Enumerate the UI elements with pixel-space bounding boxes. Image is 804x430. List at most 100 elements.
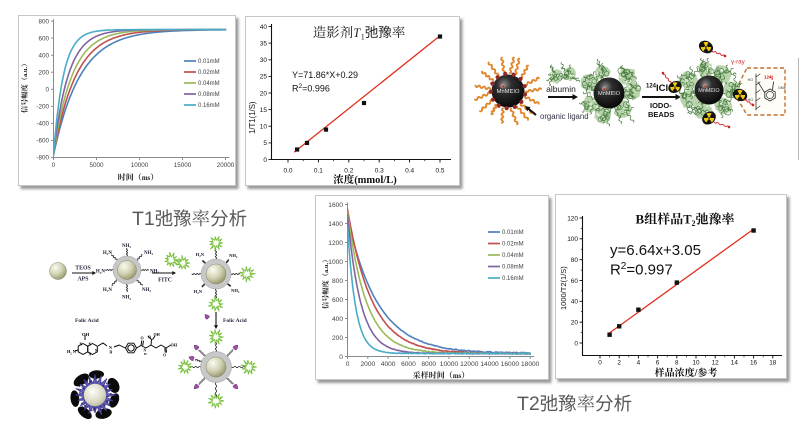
svg-text:N: N bbox=[89, 353, 92, 357]
svg-text:APS: APS bbox=[78, 277, 89, 283]
svg-text:8000: 8000 bbox=[421, 361, 436, 368]
svg-text:organic ligand: organic ligand bbox=[540, 112, 589, 121]
svg-text:10: 10 bbox=[260, 124, 268, 131]
svg-text:NH: NH bbox=[229, 253, 236, 258]
svg-text:O: O bbox=[148, 336, 151, 340]
svg-text:20: 20 bbox=[571, 320, 579, 327]
svg-text:0.4: 0.4 bbox=[405, 168, 414, 175]
svg-text:6000: 6000 bbox=[401, 361, 416, 368]
svg-text:N: N bbox=[108, 288, 112, 293]
svg-text:5: 5 bbox=[263, 140, 267, 147]
svg-text:Folic Acid: Folic Acid bbox=[75, 318, 99, 324]
svg-text:14: 14 bbox=[731, 360, 739, 367]
svg-text:N: N bbox=[73, 349, 77, 354]
svg-text:124: 124 bbox=[764, 75, 772, 80]
svg-text:2: 2 bbox=[70, 351, 72, 355]
svg-text:2: 2 bbox=[130, 297, 132, 301]
svg-text:H: H bbox=[103, 288, 107, 293]
svg-text:0: 0 bbox=[598, 360, 602, 367]
svg-text:B: B bbox=[636, 212, 645, 227]
svg-text:10000: 10000 bbox=[131, 162, 149, 169]
svg-text:0.3: 0.3 bbox=[375, 168, 384, 175]
svg-text:ms: ms bbox=[142, 174, 151, 182]
svg-text:FITC: FITC bbox=[158, 278, 172, 284]
svg-text:800: 800 bbox=[332, 278, 343, 285]
svg-text:0.08mM: 0.08mM bbox=[198, 92, 220, 98]
svg-text:0: 0 bbox=[346, 361, 350, 368]
svg-text:O: O bbox=[141, 336, 144, 341]
svg-text:N: N bbox=[144, 349, 147, 353]
svg-text:0.01mM: 0.01mM bbox=[502, 230, 524, 236]
svg-text:OH: OH bbox=[82, 332, 90, 337]
svg-text:2: 2 bbox=[299, 83, 303, 90]
svg-text:R: R bbox=[292, 84, 299, 94]
svg-text:12000: 12000 bbox=[460, 361, 479, 368]
svg-text:18000: 18000 bbox=[521, 361, 540, 368]
svg-text:N: N bbox=[201, 252, 205, 257]
svg-text:0.16mM: 0.16mM bbox=[502, 276, 524, 282]
svg-text:25: 25 bbox=[260, 74, 268, 81]
svg-text:1: 1 bbox=[361, 33, 365, 42]
svg-text:16000: 16000 bbox=[501, 361, 520, 368]
svg-text:Folic Acid: Folic Acid bbox=[223, 318, 247, 324]
svg-text:BEADS: BEADS bbox=[648, 110, 674, 119]
svg-text:N: N bbox=[95, 349, 98, 353]
svg-text:TEOS: TEOS bbox=[75, 266, 90, 272]
svg-text:1/T1(1/S): 1/T1(1/S) bbox=[248, 101, 257, 134]
svg-text:0.16mM: 0.16mM bbox=[198, 103, 220, 109]
svg-text:1400: 1400 bbox=[328, 221, 343, 228]
svg-text:T: T bbox=[353, 26, 361, 40]
svg-text:N: N bbox=[80, 343, 83, 347]
svg-text:2: 2 bbox=[152, 252, 154, 256]
svg-text:0.1: 0.1 bbox=[314, 168, 323, 175]
svg-text:NH: NH bbox=[144, 251, 152, 256]
svg-text:400: 400 bbox=[332, 316, 343, 323]
svg-text:-400: -400 bbox=[36, 121, 49, 128]
svg-text:0.2: 0.2 bbox=[344, 168, 353, 175]
svg-text:12: 12 bbox=[712, 360, 720, 367]
svg-text:0: 0 bbox=[46, 87, 50, 94]
svg-text:2: 2 bbox=[100, 271, 102, 275]
svg-text:2: 2 bbox=[199, 254, 201, 258]
svg-text:4000: 4000 bbox=[381, 361, 396, 368]
svg-text:20: 20 bbox=[260, 90, 268, 97]
svg-text:ms: ms bbox=[453, 372, 462, 379]
svg-text:OMe: OMe bbox=[778, 86, 786, 90]
svg-text:N: N bbox=[109, 345, 112, 350]
svg-text:N: N bbox=[89, 343, 92, 347]
svg-text:600: 600 bbox=[332, 297, 343, 304]
svg-text:800: 800 bbox=[39, 18, 50, 25]
svg-text:2: 2 bbox=[236, 255, 238, 259]
svg-text:15: 15 bbox=[260, 107, 268, 114]
svg-text:H: H bbox=[67, 349, 71, 354]
svg-text:5000: 5000 bbox=[90, 162, 105, 169]
svg-text:2: 2 bbox=[197, 291, 199, 295]
svg-text:14000: 14000 bbox=[480, 361, 499, 368]
svg-text:0.08mM: 0.08mM bbox=[502, 265, 524, 271]
svg-text:2: 2 bbox=[692, 219, 696, 228]
svg-text:2: 2 bbox=[238, 290, 240, 294]
svg-text:=0.997: =0.997 bbox=[626, 262, 672, 279]
svg-text:0.02mM: 0.02mM bbox=[502, 242, 524, 248]
svg-text:0: 0 bbox=[574, 340, 578, 347]
svg-text:IODO-: IODO- bbox=[650, 101, 672, 110]
svg-text:20000: 20000 bbox=[217, 162, 235, 169]
svg-text:a.u.: a.u. bbox=[22, 67, 29, 77]
svg-text:T: T bbox=[683, 213, 692, 227]
svg-text:0.01mM: 0.01mM bbox=[198, 59, 220, 65]
svg-text:H: H bbox=[196, 252, 200, 257]
svg-text:18: 18 bbox=[769, 360, 777, 367]
svg-text:0.04mM: 0.04mM bbox=[198, 81, 220, 87]
svg-text:100: 100 bbox=[567, 236, 578, 243]
svg-text:10000: 10000 bbox=[440, 361, 459, 368]
svg-text:2: 2 bbox=[617, 360, 621, 367]
svg-text:OH: OH bbox=[171, 343, 178, 348]
svg-text:H: H bbox=[144, 352, 147, 356]
svg-text:124: 124 bbox=[646, 84, 657, 90]
svg-text:0: 0 bbox=[52, 162, 56, 169]
svg-text:2000: 2000 bbox=[361, 361, 376, 368]
svg-text:NH: NH bbox=[150, 270, 158, 275]
svg-text:10: 10 bbox=[692, 360, 700, 367]
svg-text:N: N bbox=[108, 251, 112, 256]
svg-text:R: R bbox=[610, 262, 621, 279]
